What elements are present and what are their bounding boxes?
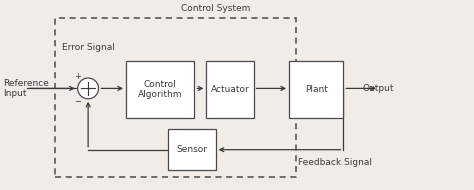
Bar [289,61,343,118]
Bar [168,129,216,170]
Text: −: − [74,97,81,106]
Ellipse shape [78,78,99,99]
Text: Feedback Signal: Feedback Signal [299,158,373,167]
Text: Plant: Plant [305,85,328,94]
Bar [206,61,254,118]
Bar [126,61,194,118]
Bar [55,18,296,177]
Text: Error Signal: Error Signal [62,43,115,52]
Text: Reference
Input: Reference Input [3,79,49,98]
Text: Actuator: Actuator [210,85,249,94]
Text: Control System: Control System [181,4,250,13]
Text: +: + [74,72,81,81]
Text: Sensor: Sensor [177,145,208,154]
Text: Output: Output [362,84,394,93]
Text: Control
Algorithm: Control Algorithm [138,80,182,99]
